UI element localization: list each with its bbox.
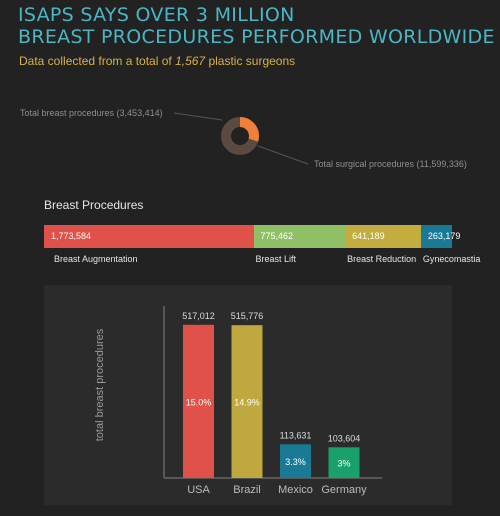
donut-chart	[173, 112, 309, 165]
bar-value-label: 103,604	[328, 433, 361, 443]
stacked-procedures-bar: 1,773,584 775,462 641,189 263,179	[44, 225, 460, 248]
stack-segment-value: 1,773,584	[51, 231, 92, 241]
bar-germany	[328, 447, 360, 478]
surgical-leader-line	[257, 145, 309, 165]
bar-value-label: 113,631	[280, 430, 312, 440]
bar-percent-label: 14.9%	[234, 398, 260, 408]
breast-leader-line	[173, 112, 223, 121]
stack-segment-category: Breast Lift	[255, 254, 297, 264]
bar-mexico	[280, 444, 311, 478]
stack-segment-category: Breast Reduction	[347, 254, 417, 264]
bar-value-label: 515,776	[231, 311, 264, 321]
surgeon-count: 1,567	[175, 54, 206, 68]
stack-segment-value: 775,462	[260, 231, 294, 241]
stack-segment-category: Breast Augmentation	[54, 254, 138, 264]
x-tick-label: Germany	[321, 484, 367, 496]
stack-segment: 1,773,584	[44, 225, 254, 248]
bar-percent-label: 3.3%	[285, 457, 306, 467]
title-line-2: BREAST PROCEDURES PERFORMED WORLDWIDE	[18, 26, 495, 48]
stack-segment: 263,179	[420, 225, 460, 248]
bar-value-label: 517,012	[182, 311, 215, 321]
x-tick-label: Mexico	[278, 484, 313, 496]
stack-segment-value: 263,179	[427, 231, 461, 241]
subtitle-prefix: Data collected from a total of	[19, 54, 176, 68]
title-line-1: ISAPS SAYS OVER 3 MILLION	[18, 4, 295, 26]
surgical-total-label: Total surgical procedures (11,599,336)	[314, 159, 467, 169]
page-title: ISAPS SAYS OVER 3 MILLION BREAST PROCEDU…	[18, 4, 495, 48]
donut-breast-slice	[221, 117, 259, 155]
stack-segment-value: 641,189	[352, 231, 385, 241]
x-tick-label: Brazil	[233, 484, 261, 496]
stack-segment: 775,462	[253, 225, 346, 248]
x-tick-label: USA	[187, 484, 210, 496]
breast-procedures-title: Breast Procedures	[44, 198, 144, 212]
y-axis-label: total breast procedures	[94, 328, 106, 442]
subtitle-suffix: plastic surgeons	[205, 54, 296, 68]
bar-brazil	[231, 325, 263, 478]
bar-percent-label: 3%	[337, 459, 350, 469]
subtitle: Data collected from a total of 1,567 pla…	[19, 54, 295, 68]
stack-segment: 641,189	[345, 225, 421, 248]
bar-usa	[183, 324, 214, 478]
breast-total-label: Total breast procedures (3,453,414)	[20, 108, 163, 118]
stack-segment-category: Gynecomastia	[422, 254, 481, 264]
bar-percent-label: 15.0%	[186, 397, 212, 407]
